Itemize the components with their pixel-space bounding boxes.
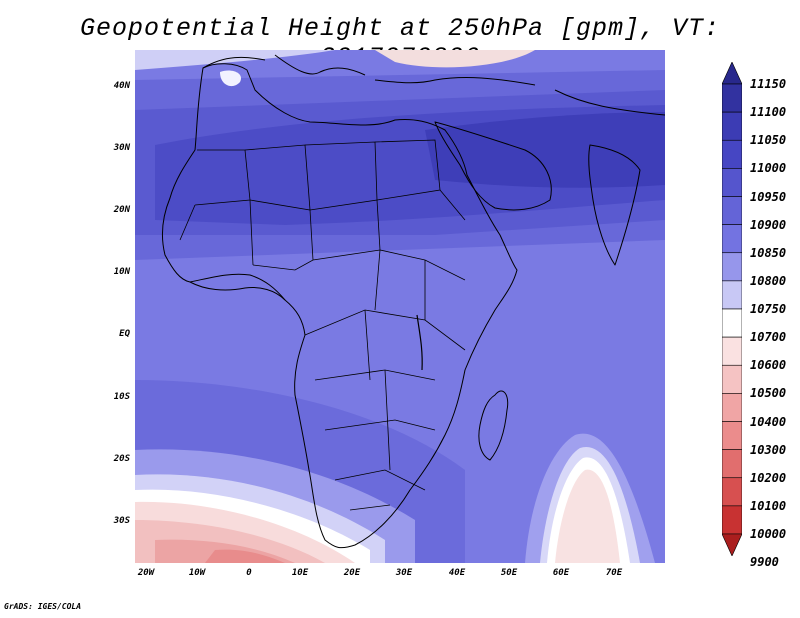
africa-coastline bbox=[162, 63, 518, 549]
lat-label: 40N bbox=[113, 81, 130, 91]
colorbar-segment bbox=[722, 111, 742, 141]
coastlines bbox=[162, 54, 665, 549]
colorbar-segment bbox=[722, 224, 742, 254]
colorbar-label: 10700 bbox=[750, 330, 787, 345]
field-11050-band bbox=[425, 112, 665, 188]
lon-label: 20E bbox=[343, 568, 361, 578]
arabia-coastline bbox=[434, 121, 552, 211]
colorbar-segment bbox=[722, 280, 742, 310]
colorbar-label: 10600 bbox=[750, 358, 787, 373]
colorbar-label: 11000 bbox=[750, 161, 787, 176]
colorbar-segment bbox=[722, 393, 742, 422]
colorbar-label: 10850 bbox=[750, 245, 787, 260]
lat-label: 20N bbox=[113, 205, 130, 215]
madagascar-coastline bbox=[478, 390, 509, 461]
colorbar-label: 10300 bbox=[750, 442, 787, 457]
colorbar-label: 10950 bbox=[750, 189, 787, 204]
colorbar-label: 10900 bbox=[750, 217, 787, 232]
colorbar-segment bbox=[722, 449, 742, 479]
field-10300-south bbox=[205, 549, 285, 563]
europe-coastline bbox=[202, 54, 665, 116]
colorbar-cap-bottom bbox=[722, 533, 742, 556]
colorbar-label: 11050 bbox=[750, 133, 787, 148]
lon-label: 70E bbox=[605, 568, 623, 578]
lat-label: EQ bbox=[119, 329, 130, 339]
colorbar-label: 10100 bbox=[750, 498, 787, 513]
colorbar-label: 10800 bbox=[750, 273, 787, 288]
colorbar-segment bbox=[722, 364, 742, 394]
colorbar-segment bbox=[722, 505, 742, 535]
colorbar-cap-top bbox=[722, 62, 742, 85]
lat-label: 30N bbox=[113, 143, 130, 153]
colorbar-label: 10000 bbox=[750, 527, 787, 541]
colorbar-segment bbox=[722, 308, 742, 338]
lat-label: 30S bbox=[113, 516, 130, 526]
country-borders bbox=[179, 139, 466, 511]
field-north-low-2 bbox=[375, 50, 535, 68]
lon-label: 20W bbox=[137, 568, 155, 578]
colorbar-label: 10400 bbox=[750, 414, 787, 429]
colorbar-segment bbox=[722, 477, 742, 507]
colorbar-segment bbox=[722, 139, 742, 169]
colorbar-segment bbox=[722, 421, 742, 450]
lat-label: 20S bbox=[113, 454, 130, 464]
colorbar-label: 10500 bbox=[750, 386, 787, 401]
lon-label: 0 bbox=[246, 568, 252, 578]
colorbar-label: 10750 bbox=[750, 302, 787, 316]
colorbar-label: 10200 bbox=[750, 470, 787, 485]
lat-label: 10S bbox=[113, 392, 130, 402]
lon-label: 10W bbox=[188, 568, 206, 578]
field-north-low bbox=[135, 50, 335, 70]
colorbar bbox=[722, 62, 742, 556]
lon-label: 60E bbox=[552, 568, 570, 578]
lon-label: 40E bbox=[448, 568, 466, 578]
colorbar-label: 11100 bbox=[750, 105, 787, 120]
colorbar-segment bbox=[722, 336, 742, 366]
lon-label: 50E bbox=[500, 568, 518, 578]
colorbar-segment bbox=[722, 168, 742, 197]
geopotential-height-map bbox=[135, 50, 665, 563]
colorbar-label: 11150 bbox=[750, 77, 787, 91]
gulf-coastline bbox=[189, 281, 286, 301]
grads-credit: GrADS: IGES/COLA bbox=[4, 602, 82, 611]
lat-label: 10N bbox=[113, 267, 130, 277]
colorbar-segment bbox=[722, 252, 742, 282]
lon-label: 10E bbox=[291, 568, 309, 578]
india-coastline bbox=[588, 144, 641, 266]
colorbar-segment bbox=[722, 196, 742, 225]
field-ridge-10600 bbox=[555, 469, 620, 563]
colorbar-segment bbox=[722, 83, 742, 113]
field-iberia bbox=[220, 70, 241, 87]
colorbar-label: 9900 bbox=[750, 555, 779, 570]
lon-label: 30E bbox=[395, 568, 413, 578]
